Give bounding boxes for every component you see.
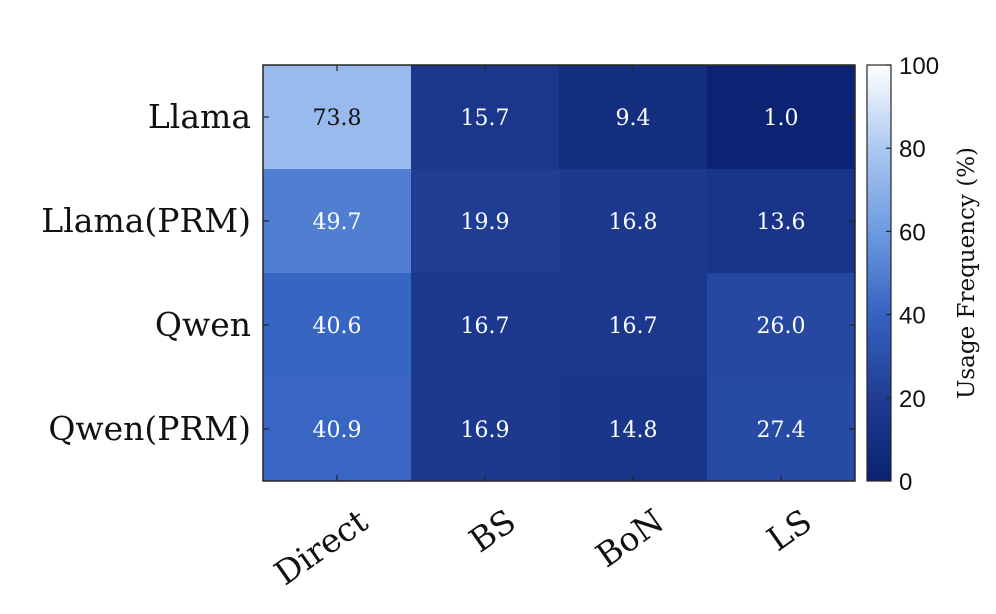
cell-value-labels: 73.8 15.7 9.4 1.0 49.7 19.9 16.8 13.6 40.6 16.7 16… <box>313 106 806 443</box>
cell-value-label: 73.8 <box>313 106 362 131</box>
heatmap-cell <box>411 273 560 378</box>
cell-value-label: 15.7 <box>461 106 510 131</box>
heatmap-cell <box>411 65 560 170</box>
colorbar-tick-label: 40 <box>899 303 926 330</box>
colorbar-tick-label: 80 <box>899 136 926 163</box>
axis-ticks <box>263 65 855 481</box>
column-label: LS <box>760 501 819 558</box>
colorbar-tick-label: 0 <box>899 469 912 496</box>
column-label: BoN <box>589 501 671 575</box>
colorbar-label: Usage Frequency (%) <box>954 147 980 399</box>
colorbar-ticks: 0 20 40 60 80 100 <box>886 53 939 496</box>
heatmap-cell <box>559 169 708 274</box>
cell-value-label: 40.6 <box>313 314 362 339</box>
cell-value-label: 16.8 <box>609 210 658 235</box>
colorbar: 0 20 40 60 80 100 Usage Frequency (%) <box>866 53 980 496</box>
heatmap-cell <box>263 65 412 170</box>
row-label: Llama <box>148 97 251 136</box>
cell-value-label: 13.6 <box>757 210 806 235</box>
heatmap-cell <box>263 273 412 378</box>
cell-value-label: 16.9 <box>461 418 510 443</box>
column-label: BS <box>462 501 523 560</box>
plot-frame <box>262 64 856 482</box>
heatmap-cell <box>263 169 412 274</box>
row-label: Llama(PRM) <box>41 201 251 240</box>
colorbar-tick-label: 20 <box>899 386 926 413</box>
heatmap-cell <box>707 273 856 378</box>
colorbar-tick-label: 60 <box>899 219 926 246</box>
cell-value-label: 27.4 <box>757 418 806 443</box>
column-labels: Direct BS BoN LS <box>267 501 819 593</box>
heatmap-cell <box>559 65 708 170</box>
heatmap-cell <box>559 273 708 378</box>
heatmap-cell <box>707 377 856 482</box>
cell-value-label: 1.0 <box>764 106 799 131</box>
cell-value-label: 49.7 <box>313 210 362 235</box>
heatmap-cell <box>559 377 708 482</box>
cell-value-label: 14.8 <box>609 418 658 443</box>
row-label: Qwen <box>155 305 251 344</box>
cell-value-label: 16.7 <box>609 314 658 339</box>
cell-value-label: 40.9 <box>313 418 362 443</box>
heatmap-cell <box>263 377 412 482</box>
cell-value-label: 9.4 <box>616 106 651 131</box>
row-labels: Llama Llama(PRM) Qwen Qwen(PRM) <box>41 97 251 448</box>
heatmap-cell <box>707 169 856 274</box>
heatmap-cell <box>411 169 560 274</box>
column-label: Direct <box>267 501 375 593</box>
colorbar-gradient <box>866 64 892 482</box>
row-label: Qwen(PRM) <box>48 409 251 448</box>
cell-value-label: 19.9 <box>461 210 510 235</box>
heatmap-cell <box>707 65 856 170</box>
colorbar-tick-label: 100 <box>899 53 939 80</box>
cell-value-label: 26.0 <box>757 314 806 339</box>
cell-value-label: 16.7 <box>461 314 510 339</box>
heatmap-cells <box>263 65 856 482</box>
heatmap-cell <box>411 377 560 482</box>
